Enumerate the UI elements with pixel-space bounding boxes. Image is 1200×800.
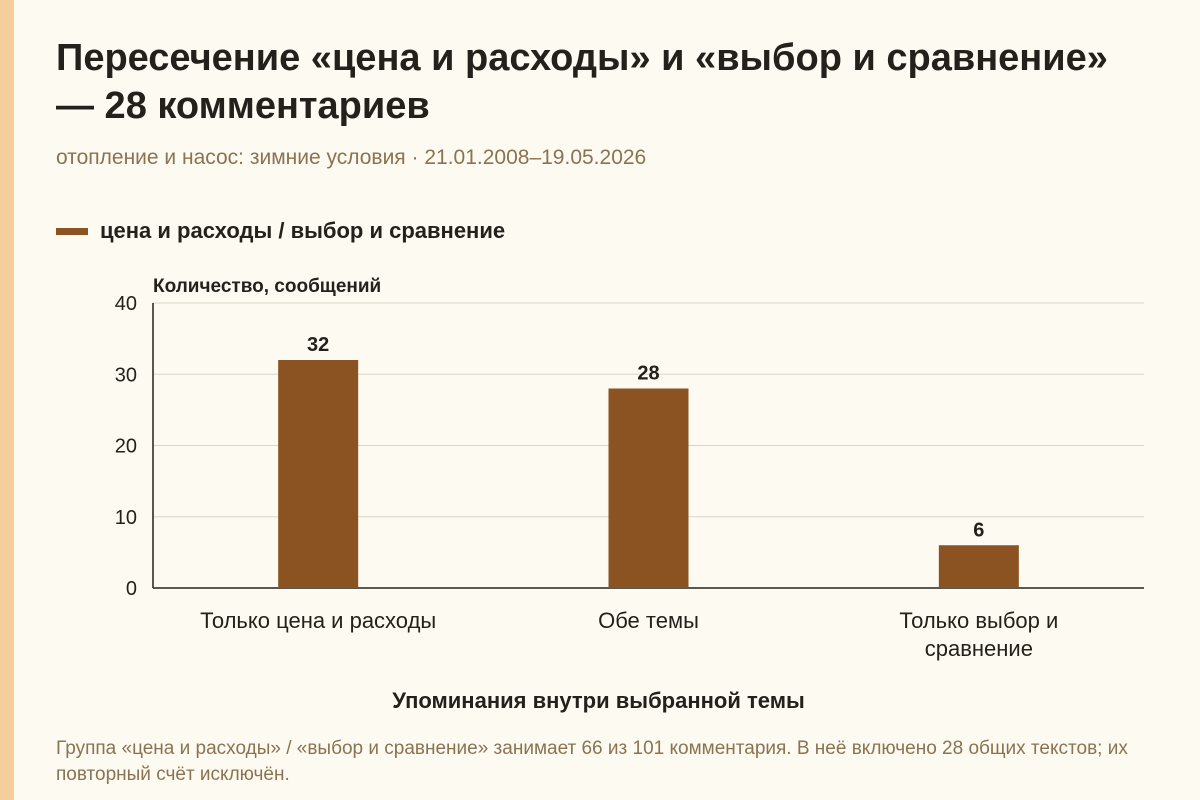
y-axis-label: Количество, сообщений: [153, 276, 381, 297]
x-tick-label: сравнение: [925, 636, 1033, 661]
data-label: 6: [973, 519, 984, 541]
footnote: Группа «цена и расходы» / «выбор и сравн…: [56, 738, 1128, 785]
bar: [938, 545, 1019, 588]
x-tick-label: Обе темы: [598, 608, 699, 633]
y-tick-label: 20: [115, 436, 137, 458]
x-tick-label: Только цена и расходы: [200, 608, 436, 633]
legend-swatch: [56, 227, 88, 235]
bar: [278, 360, 359, 588]
y-tick-label: 30: [115, 364, 137, 386]
chart-subtitle: отопление и насос: зимние условия · 21.0…: [56, 146, 647, 169]
x-axis-label: Упоминания внутри выбранной темы: [392, 688, 805, 713]
legend-label: цена и расходы / выбор и сравнение: [100, 218, 506, 243]
bar: [608, 388, 689, 588]
data-label: 32: [307, 334, 329, 356]
data-label: 28: [637, 363, 659, 385]
accent-strip: [0, 0, 14, 800]
legend: цена и расходы / выбор и сравнение: [56, 218, 505, 244]
x-tick-label: Только выбор и: [899, 608, 1058, 633]
y-tick-label: 0: [126, 578, 137, 600]
y-tick-label: 40: [115, 293, 137, 315]
chart-title: Пересечение «цена и расходы» и «выбор и …: [56, 37, 1108, 127]
y-tick-label: 10: [115, 507, 137, 529]
